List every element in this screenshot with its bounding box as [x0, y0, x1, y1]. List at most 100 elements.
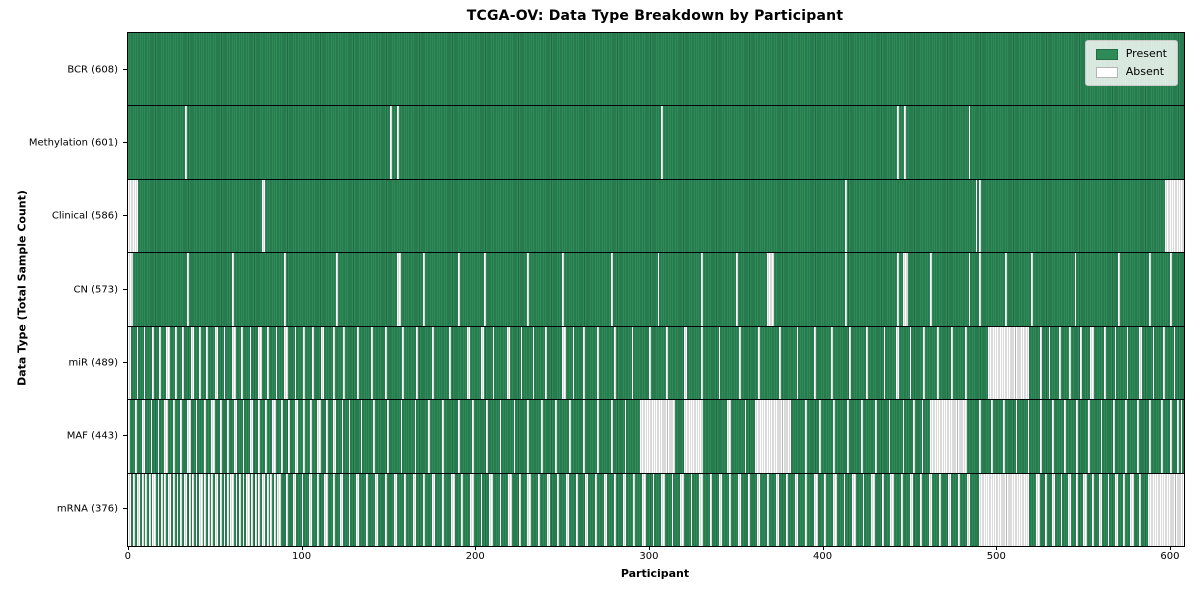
absent-stripe: [207, 473, 210, 546]
absent-stripe: [1076, 473, 1079, 546]
absent-stripe: [555, 400, 557, 473]
absent-stripe: [206, 326, 208, 400]
absent-stripe: [159, 326, 161, 400]
y-tick-mark: [123, 141, 127, 143]
absent-stripe: [881, 473, 884, 546]
absent-stripe: [902, 400, 905, 473]
absent-stripe: [979, 253, 981, 326]
absent-stripe: [232, 253, 234, 326]
absent-stripe: [532, 326, 535, 400]
absent-stripe: [431, 473, 436, 546]
y-tick-label: miR (489): [68, 357, 118, 369]
absent-stripe: [1091, 473, 1094, 546]
absent-stripe: [1138, 473, 1141, 546]
absent-stripe: [294, 400, 299, 473]
absent-stripe: [294, 326, 297, 400]
absent-stripe: [1161, 400, 1164, 473]
absent-stripe: [755, 400, 792, 473]
absent-stripe: [845, 253, 848, 326]
absent-stripe: [235, 473, 238, 546]
absent-stripe: [583, 400, 585, 473]
x-tick-mark: [822, 546, 824, 550]
absent-stripe: [596, 400, 599, 473]
absent-stripe: [280, 400, 283, 473]
absent-stripe: [541, 400, 544, 473]
absent-stripe: [1090, 326, 1094, 400]
absent-stripe: [1164, 179, 1184, 253]
absent-stripe: [958, 473, 960, 546]
heatmap-row-Clinical: [128, 179, 1184, 254]
absent-stripe: [357, 326, 359, 400]
absent-stripe: [852, 473, 856, 546]
absent-stripe: [866, 326, 868, 400]
absent-stripe: [471, 400, 474, 473]
absent-stripe: [786, 473, 788, 546]
absent-stripe: [562, 253, 564, 326]
absent-stripe: [966, 473, 971, 546]
absent-stripe: [576, 473, 578, 546]
absent-stripe: [365, 473, 368, 546]
absent-stripe: [173, 400, 175, 473]
absent-stripe: [254, 473, 257, 546]
absent-stripe: [1045, 473, 1047, 546]
absent-stripe: [520, 326, 523, 400]
absent-stripe: [1173, 326, 1176, 400]
absent-stripe: [204, 473, 207, 546]
absent-stripe: [1104, 326, 1106, 400]
absent-stripe: [527, 400, 530, 473]
legend-label-absent: Absent: [1125, 65, 1165, 78]
absent-stripe: [220, 400, 222, 473]
absent-stripe: [1031, 253, 1033, 326]
absent-stripe: [930, 400, 967, 473]
absent-stripe: [157, 400, 160, 473]
absent-stripe: [308, 473, 313, 546]
y-tick-label: Clinical (586): [51, 210, 118, 222]
absent-stripe: [458, 253, 460, 326]
absent-stripe: [1137, 400, 1139, 473]
absent-stripe: [385, 326, 387, 400]
y-tick-label: CN (573): [73, 284, 118, 295]
absent-stripe: [416, 326, 419, 400]
absent-stripe: [748, 473, 750, 546]
absent-stripe: [979, 473, 1030, 546]
absent-stripe: [506, 326, 511, 400]
absent-stripe: [1177, 400, 1179, 473]
absent-stripe: [303, 326, 306, 400]
absent-stripe: [614, 473, 617, 546]
x-tick-label: 400: [813, 551, 833, 562]
absent-stripe: [141, 400, 146, 473]
x-tick-label: 200: [465, 551, 485, 562]
absent-stripe: [610, 253, 613, 326]
absent-stripe: [913, 400, 915, 473]
absent-stripe: [484, 253, 486, 326]
absent-stripe: [1074, 253, 1077, 326]
absent-stripe: [845, 179, 848, 253]
absent-stripe: [843, 473, 846, 546]
y-tick-label: MAF (443): [66, 430, 118, 442]
absent-stripe: [164, 473, 167, 546]
absent-stripe: [227, 400, 229, 473]
absent-stripe: [888, 400, 891, 473]
y-tick-label: mRNA (376): [56, 503, 118, 515]
legend-item-absent: Absent: [1095, 65, 1167, 78]
absent-stripe: [190, 326, 194, 400]
absent-stripe: [814, 473, 818, 546]
absent-stripe: [128, 326, 132, 400]
absent-stripe: [833, 400, 835, 473]
absent-stripe: [261, 473, 266, 546]
absent-stripe: [767, 473, 769, 546]
absent-stripe: [690, 473, 693, 546]
absent-stripe: [904, 106, 907, 179]
absent-stripe: [150, 400, 153, 473]
absent-stripe: [847, 400, 849, 473]
absent-stripe: [1067, 473, 1072, 546]
absent-swatch-icon: [1095, 66, 1118, 78]
absent-stripe: [187, 253, 189, 326]
absent-stripe: [1114, 473, 1118, 546]
absent-stripe: [397, 253, 401, 326]
absent-stripe: [701, 253, 703, 326]
absent-stripe: [301, 473, 304, 546]
absent-stripe: [951, 326, 953, 400]
absent-stripe: [324, 473, 328, 546]
